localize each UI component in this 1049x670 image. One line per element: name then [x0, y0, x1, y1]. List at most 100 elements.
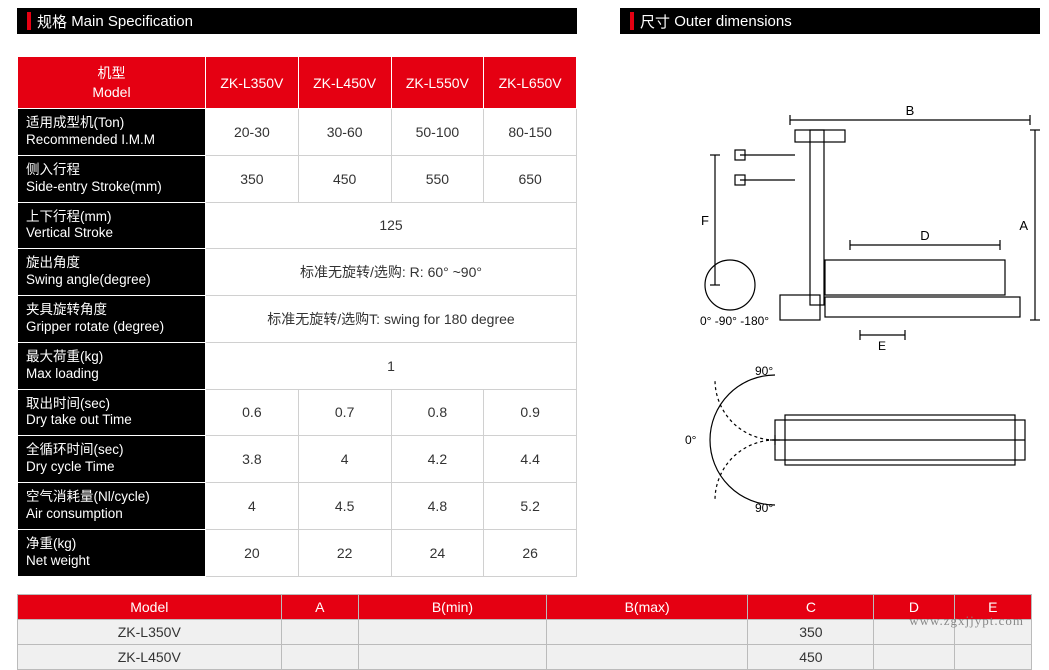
spec-cell: 50-100: [391, 109, 484, 156]
spec-cell: 20: [206, 529, 299, 576]
dimensions-table: ModelAB(min)B(max)CDE ZK-L350V350ZK-L450…: [17, 594, 1032, 670]
label-angle-side: 0° -90° -180°: [700, 314, 769, 328]
spec-row-label: 最大荷重(kg) Max loading: [18, 342, 206, 389]
dim-col: B(min): [358, 595, 546, 620]
dim-cell: [358, 645, 546, 670]
dim-cell: [281, 620, 358, 645]
row-label-cn: 最大荷重(kg): [26, 349, 103, 364]
spec-cell: 350: [206, 155, 299, 202]
spec-cell-merged: 125: [206, 202, 577, 249]
spec-cell-merged: 标准无旋转/选购T: swing for 180 degree: [206, 296, 577, 343]
row-label-cn: 适用成型机(Ton): [26, 115, 124, 130]
row-label-cn: 空气消耗量(Nl/cycle): [26, 489, 150, 504]
label-B: B: [906, 103, 915, 118]
label-D: D: [920, 228, 929, 243]
dim-cell: [281, 645, 358, 670]
spec-cell: 4: [206, 483, 299, 530]
spec-title-en: Main Specification: [71, 13, 193, 30]
spec-row-label: 空气消耗量(Nl/cycle) Air consumption: [18, 483, 206, 530]
dim-model-cell: ZK-L450V: [18, 645, 282, 670]
row-label-cn: 取出时间(sec): [26, 396, 110, 411]
spec-col-0: ZK-L350V: [206, 57, 299, 109]
dim-cell: [358, 620, 546, 645]
dim-section-header: 尺寸 Outer dimensions: [620, 8, 1040, 34]
spec-cell: 30-60: [298, 109, 391, 156]
spec-cell: 3.8: [206, 436, 299, 483]
row-label-en: Side-entry Stroke(mm): [26, 179, 162, 194]
dim-model-cell: ZK-L350V: [18, 620, 282, 645]
spec-cell: 5.2: [484, 483, 577, 530]
accent-bar: [27, 12, 31, 30]
dim-col: C: [748, 595, 874, 620]
dim-title-cn: 尺寸: [640, 11, 670, 32]
spec-cell: 550: [391, 155, 484, 202]
row-label-en: Dry take out Time: [26, 412, 132, 427]
row-label-en: Air consumption: [26, 506, 123, 521]
spec-row-label: 全循环时间(sec) Dry cycle Time: [18, 436, 206, 483]
dim-col: A: [281, 595, 358, 620]
spec-cell: 0.7: [298, 389, 391, 436]
spec-cell: 0.6: [206, 389, 299, 436]
spec-cell: 4: [298, 436, 391, 483]
row-label-cn: 旋出角度: [26, 255, 80, 270]
model-label-cn: 机型: [98, 65, 126, 81]
row-label-cn: 净重(kg): [26, 536, 76, 551]
label-90-top: 90°: [755, 364, 773, 378]
dim-cell: [954, 645, 1031, 670]
row-label-en: Swing angle(degree): [26, 272, 151, 287]
row-label-cn: 全循环时间(sec): [26, 442, 124, 457]
row-label-cn: 侧入行程: [26, 162, 80, 177]
spec-cell: 450: [298, 155, 391, 202]
label-A: A: [1019, 218, 1028, 233]
row-label-cn: 上下行程(mm): [26, 209, 111, 224]
spec-section-header: 规格 Main Specification: [17, 8, 577, 34]
label-90-bot: 90°: [755, 501, 773, 515]
spec-cell: 22: [298, 529, 391, 576]
accent-bar: [630, 12, 634, 30]
spec-cell: 4.4: [484, 436, 577, 483]
label-F: F: [701, 213, 709, 228]
spec-cell: 26: [484, 529, 577, 576]
spec-cell-merged: 标准无旋转/选购: R: 60° ~90°: [206, 249, 577, 296]
dim-cell: 450: [748, 645, 874, 670]
spec-table: 机型 Model ZK-L350V ZK-L450V ZK-L550V ZK-L…: [17, 56, 577, 577]
model-label-en: Model: [92, 84, 130, 100]
dim-col: Model: [18, 595, 282, 620]
dim-col: B(max): [546, 595, 747, 620]
row-label-en: Max loading: [26, 366, 99, 381]
row-label-en: Gripper rotate (degree): [26, 319, 164, 334]
label-E: E: [878, 339, 886, 353]
spec-header-model: 机型 Model: [18, 57, 206, 109]
spec-cell: 4.2: [391, 436, 484, 483]
spec-cell: 650: [484, 155, 577, 202]
spec-col-2: ZK-L550V: [391, 57, 484, 109]
watermark: www.zgxjjypt.com: [909, 613, 1024, 629]
spec-row-label: 适用成型机(Ton) Recommended I.M.M: [18, 109, 206, 156]
dim-cell: [546, 620, 747, 645]
spec-cell-merged: 1: [206, 342, 577, 389]
dim-cell: [546, 645, 747, 670]
row-label-en: Recommended I.M.M: [26, 132, 155, 147]
spec-cell: 0.9: [484, 389, 577, 436]
spec-row-label: 旋出角度 Swing angle(degree): [18, 249, 206, 296]
dim-title-en: Outer dimensions: [674, 13, 792, 30]
row-label-en: Net weight: [26, 553, 90, 568]
spec-row-label: 取出时间(sec)Dry take out Time: [18, 389, 206, 436]
spec-title-cn: 规格: [37, 11, 67, 32]
spec-row-label: 净重(kg) Net weight: [18, 529, 206, 576]
spec-row-label: 上下行程(mm)Vertical Stroke: [18, 202, 206, 249]
row-label-cn: 夹具旋转角度: [26, 302, 107, 317]
spec-col-1: ZK-L450V: [298, 57, 391, 109]
spec-cell: 4.5: [298, 483, 391, 530]
row-label-en: Dry cycle Time: [26, 459, 115, 474]
spec-cell: 0.8: [391, 389, 484, 436]
spec-cell: 80-150: [484, 109, 577, 156]
spec-row-label: 侧入行程 Side-entry Stroke(mm): [18, 155, 206, 202]
label-0: 0°: [685, 433, 697, 447]
spec-cell: 4.8: [391, 483, 484, 530]
spec-cell: 20-30: [206, 109, 299, 156]
spec-col-3: ZK-L650V: [484, 57, 577, 109]
spec-row-label: 夹具旋转角度 Gripper rotate (degree): [18, 296, 206, 343]
dimensions-diagram: B A F D E 0° -90° -180°: [680, 100, 1040, 520]
spec-cell: 24: [391, 529, 484, 576]
